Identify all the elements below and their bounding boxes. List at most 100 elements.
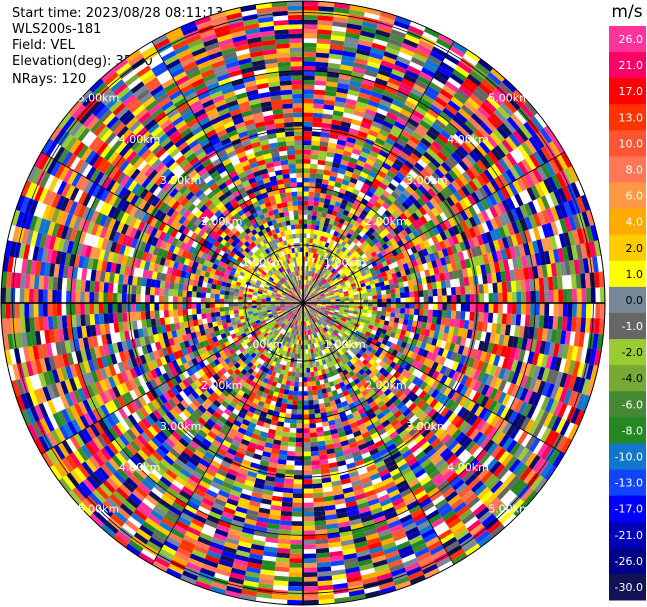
velocity-gate: [363, 306, 368, 310]
velocity-gate: [538, 315, 545, 329]
velocity-gate: [426, 246, 434, 255]
velocity-gate: [392, 277, 399, 284]
velocity-gate: [387, 133, 399, 143]
velocity-gate: [281, 506, 293, 512]
velocity-gate: [576, 196, 586, 213]
velocity-gate: [340, 59, 355, 67]
velocity-gate: [374, 248, 381, 255]
velocity-gate: [580, 194, 591, 212]
velocity-gate: [412, 52, 428, 63]
velocity-gate: [439, 88, 454, 100]
velocity-gate: [416, 123, 429, 134]
velocity-gate: [418, 241, 427, 251]
velocity-gate: [319, 235, 325, 242]
velocity-gate: [400, 308, 406, 314]
velocity-gate: [515, 232, 523, 246]
velocity-gate: [460, 294, 466, 303]
velocity-gate: [312, 487, 323, 494]
velocity-gate: [421, 168, 432, 179]
velocity-gate: [365, 230, 372, 238]
velocity-gate: [370, 182, 379, 190]
velocity-gate: [331, 30, 346, 37]
velocity-gate: [534, 278, 540, 291]
velocity-gate: [311, 460, 320, 466]
velocity-gate: [393, 175, 403, 184]
velocity-gate: [404, 308, 410, 315]
velocity-gate: [378, 238, 386, 246]
velocity-gate: [580, 317, 586, 333]
velocity-gate: [295, 437, 303, 443]
velocity-gate: [351, 225, 358, 232]
velocity-gate: [367, 309, 373, 314]
velocity-gate: [378, 129, 390, 138]
velocity-gate: [453, 92, 467, 105]
velocity-gate: [438, 356, 447, 366]
velocity-gate: [433, 73, 448, 85]
velocity-gate: [308, 291, 312, 296]
velocity-gate: [310, 262, 314, 268]
velocity-gate: [548, 342, 556, 357]
velocity-gate: [329, 292, 335, 296]
velocity-gate: [371, 310, 377, 315]
velocity-gate: [303, 233, 307, 238]
velocity-gate: [498, 226, 507, 239]
velocity-gate: [560, 261, 567, 276]
velocity-gate: [325, 305, 331, 308]
velocity-gate: [303, 163, 311, 169]
velocity-gate: [400, 108, 413, 118]
velocity-gate: [455, 362, 464, 373]
velocity-gate: [455, 311, 461, 320]
velocity-gate: [482, 273, 488, 285]
velocity-gate: [434, 118, 447, 130]
velocity-gate: [362, 233, 369, 241]
velocity-gate: [329, 133, 339, 140]
velocity-gate: [341, 318, 347, 322]
velocity-gate: [431, 122, 444, 134]
velocity-gate: [326, 253, 331, 259]
velocity-gate: [446, 350, 454, 360]
velocity-gate: [319, 265, 324, 271]
velocity-gate: [563, 373, 573, 390]
velocity-gate: [382, 190, 391, 199]
velocity-gate: [386, 42, 402, 52]
velocity-gate: [333, 7, 350, 14]
velocity-gate: [376, 273, 383, 279]
velocity-gate: [312, 289, 317, 294]
velocity-gate: [475, 349, 483, 361]
velocity-gate: [422, 315, 428, 323]
velocity-gate: [336, 87, 349, 94]
velocity-gate: [347, 161, 357, 169]
velocity-gate: [281, 431, 290, 437]
velocity-gate: [372, 162, 382, 171]
velocity-gate: [323, 99, 335, 106]
velocity-gate: [350, 283, 356, 288]
velocity-gate: [562, 247, 570, 262]
velocity-gate: [318, 6, 335, 12]
velocity-gate: [344, 270, 350, 276]
velocity-gate: [438, 202, 448, 212]
velocity-gate: [435, 258, 443, 267]
velocity-gate: [392, 64, 407, 74]
velocity-gate: [576, 303, 582, 318]
velocity-gate: [338, 290, 344, 294]
velocity-gate: [347, 259, 354, 265]
velocity-gate: [370, 47, 385, 56]
velocity-gate: [385, 311, 391, 317]
velocity-gate: [303, 511, 315, 517]
velocity-gate: [458, 160, 470, 172]
velocity-gate: [430, 353, 438, 362]
velocity-gate: [548, 249, 556, 264]
velocity-gate: [488, 293, 494, 303]
velocity-gate: [509, 269, 516, 282]
velocity-gate: [391, 327, 398, 334]
velocity-gate: [332, 16, 349, 24]
velocity-gate: [317, 440, 326, 447]
velocity-gate: [289, 385, 295, 391]
velocity-gate: [414, 303, 420, 310]
velocity-gate: [357, 265, 364, 271]
velocity-gate: [330, 245, 336, 251]
velocity-gate: [365, 190, 374, 198]
velocity-gate: [455, 335, 463, 346]
velocity-gate: [437, 288, 443, 296]
velocity-gate: [310, 287, 314, 292]
